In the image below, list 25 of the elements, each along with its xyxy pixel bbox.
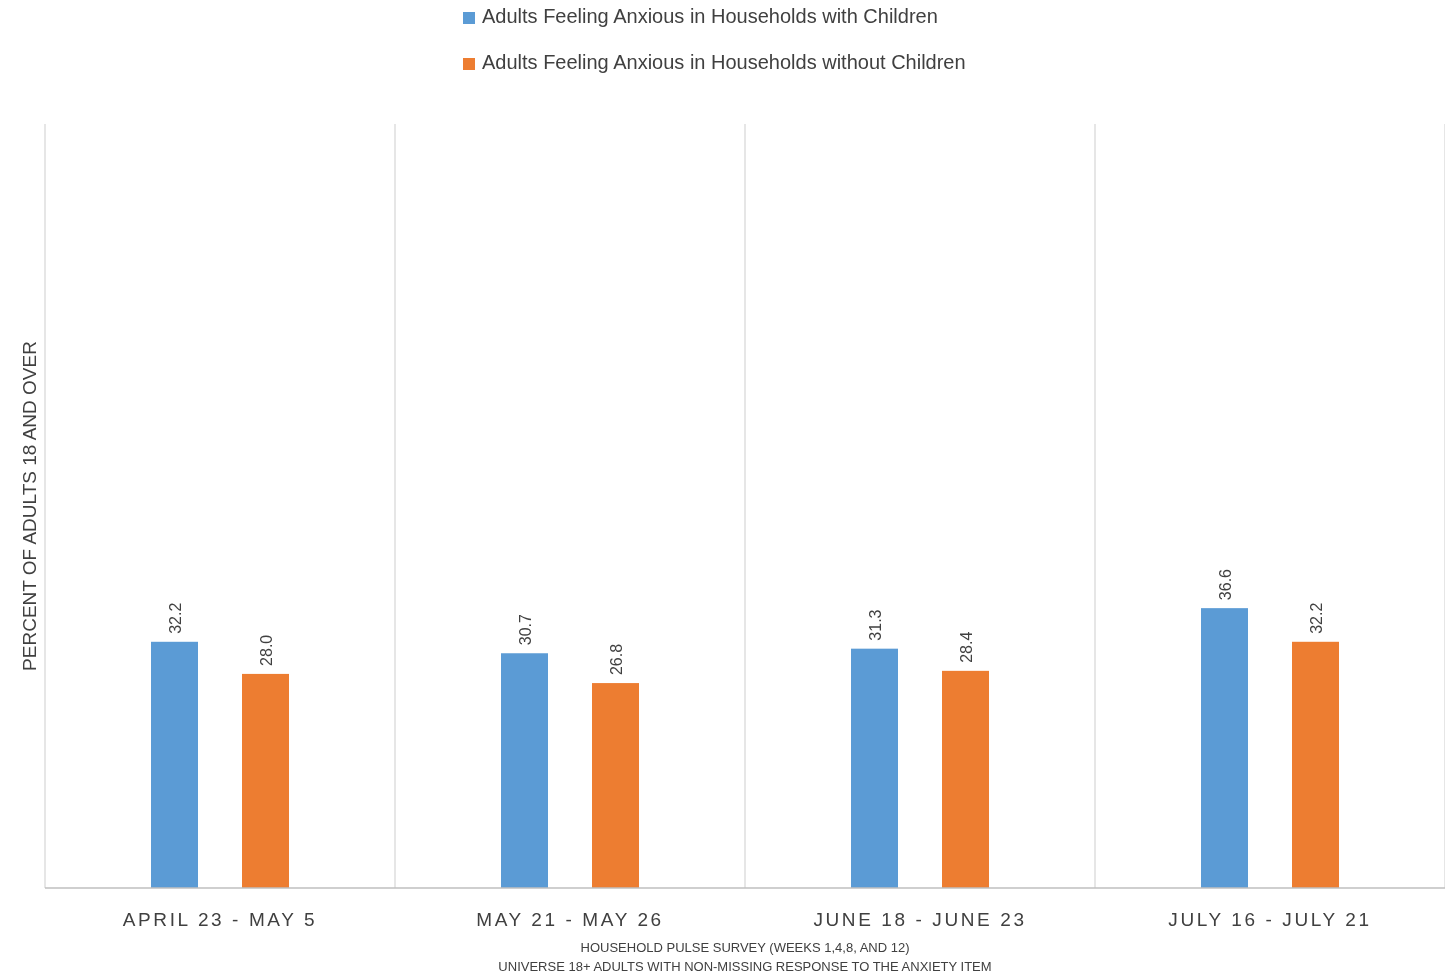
bar [1292, 641, 1339, 888]
bar [151, 641, 198, 888]
bar [501, 653, 548, 888]
data-label: 30.7 [516, 614, 534, 646]
text: UNIVERSE 18+ ADULTS WITH NON-MISSING RESPONSE TO THE ANXIETY ITEM [498, 959, 992, 973]
x-tick-label: JUNE 18 - JUNE 23 [813, 909, 1027, 930]
x-tick-label: APRIL 23 - MAY 5 [122, 909, 318, 930]
data-label: 36.6 [1216, 568, 1234, 601]
data-label: 28.0 [257, 634, 275, 666]
data-label: 32.2 [1307, 602, 1325, 634]
bar [942, 670, 989, 888]
x-tick-label: JULY 16 - JULY 21 [1168, 909, 1372, 930]
data-label: 26.8 [607, 643, 625, 676]
text: HOUSEHOLD PULSE SURVEY (WEEKS 1,4,8, AND 12) [580, 940, 910, 955]
x-tick-label: MAY 21 - MAY 26 [476, 909, 664, 930]
data-label: 28.4 [957, 631, 975, 663]
legend-label: Adults Feeling Anxious in Households without Children [482, 51, 966, 74]
y-axis-title: PERCENT OF ADULTS 18 AND OVER [19, 341, 40, 671]
data-label: 31.3 [866, 609, 884, 641]
bar [1201, 608, 1248, 888]
legend-label: Adults Feeling Anxious in Households with Children [482, 5, 938, 28]
bar [242, 673, 289, 888]
bar [851, 648, 898, 888]
bar [592, 683, 639, 888]
data-label: 32.2 [166, 602, 184, 634]
